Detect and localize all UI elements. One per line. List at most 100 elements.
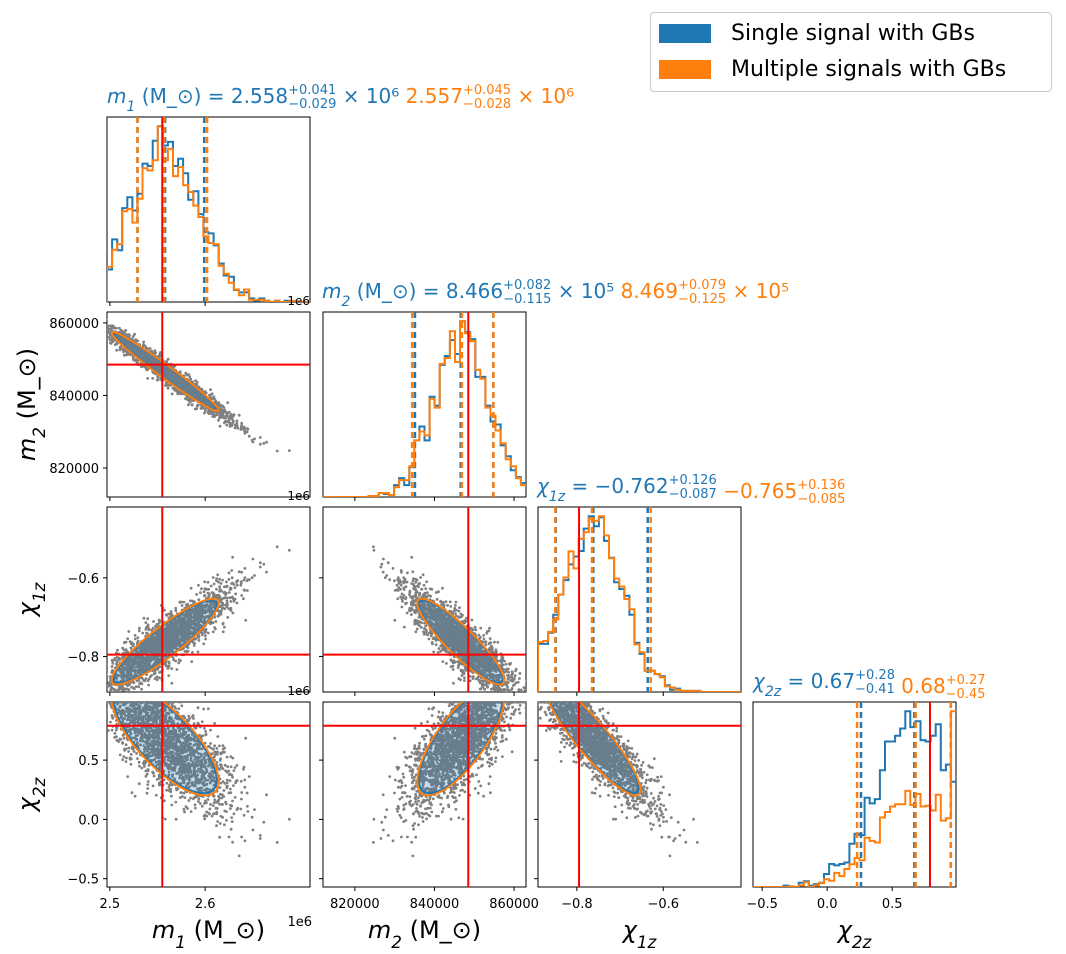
sample-point xyxy=(253,574,256,577)
sample-point xyxy=(242,578,246,582)
sample-point xyxy=(152,620,155,623)
sample-point xyxy=(104,689,107,692)
sample-point xyxy=(171,656,175,660)
sample-point xyxy=(115,326,118,330)
sample-point xyxy=(193,407,197,411)
sample-point xyxy=(518,677,521,680)
sample-point xyxy=(275,545,279,549)
sample-point xyxy=(101,332,104,335)
sample-point xyxy=(111,662,115,665)
sample-point xyxy=(95,708,98,711)
sample-point xyxy=(203,594,207,597)
sample-point xyxy=(93,689,96,692)
sample-point xyxy=(126,637,130,641)
sample-point xyxy=(206,631,210,635)
sample-point xyxy=(153,671,157,675)
sample-point xyxy=(246,427,250,431)
sample-point xyxy=(194,383,198,386)
sample-point xyxy=(148,347,152,350)
sample-point xyxy=(183,382,187,385)
sample-point xyxy=(110,670,114,674)
sample-point xyxy=(107,330,110,333)
sample-point xyxy=(141,631,145,635)
sample-point xyxy=(184,649,188,653)
sample-point xyxy=(73,305,76,308)
sample-point xyxy=(81,309,84,312)
sample-point xyxy=(163,371,166,375)
sample-point xyxy=(137,629,141,633)
sample-point xyxy=(103,698,106,701)
sample-point xyxy=(73,303,76,306)
sample-point xyxy=(123,698,126,701)
sample-point xyxy=(157,676,161,680)
sample-point xyxy=(79,706,82,709)
sample-point xyxy=(102,332,105,335)
sample-point xyxy=(101,317,104,320)
sample-point xyxy=(227,416,231,419)
sample-point xyxy=(107,327,110,331)
sample-point xyxy=(210,392,214,396)
sample-point xyxy=(107,673,108,676)
sample-point xyxy=(89,688,92,691)
sample-point xyxy=(174,609,178,613)
sample-point xyxy=(208,404,212,407)
sample-point xyxy=(171,378,175,381)
sample-point xyxy=(210,397,214,401)
sample-point xyxy=(103,335,106,338)
sample-point xyxy=(78,307,81,310)
sample-point xyxy=(137,348,141,352)
sample-point xyxy=(197,639,201,642)
sample-point xyxy=(258,436,262,439)
sample-point xyxy=(132,643,136,646)
sample-point xyxy=(223,625,226,629)
sample-point xyxy=(230,576,234,580)
sample-point xyxy=(136,636,140,639)
sample-point xyxy=(240,594,244,597)
sample-point xyxy=(107,682,110,686)
panel-frame-0-0 xyxy=(106,116,311,303)
sample-point xyxy=(100,325,103,328)
sample-point xyxy=(262,442,266,445)
sample-point xyxy=(79,310,82,313)
sample-point xyxy=(136,669,140,672)
sample-point xyxy=(134,349,138,352)
sample-point xyxy=(103,328,106,331)
sample-point xyxy=(174,606,178,610)
sample-point xyxy=(108,338,112,342)
sample-point xyxy=(99,696,102,699)
sample-point xyxy=(102,329,105,332)
sample-point xyxy=(495,698,498,701)
sample-point xyxy=(219,582,223,585)
sample-point xyxy=(77,686,80,689)
sample-point xyxy=(123,353,126,357)
sample-point xyxy=(100,690,103,693)
sample-point xyxy=(85,307,88,310)
sample-point xyxy=(72,304,75,307)
sample-point xyxy=(166,665,170,669)
sample-point xyxy=(223,596,227,599)
sample-point xyxy=(207,587,211,591)
sample-point xyxy=(94,311,97,314)
sample-point xyxy=(188,375,192,379)
sample-point xyxy=(204,630,208,633)
sample-point xyxy=(521,696,524,699)
sample-point xyxy=(146,617,150,621)
sample-point xyxy=(155,678,159,682)
sample-point xyxy=(166,372,169,375)
sample-point xyxy=(92,706,95,709)
sample-point xyxy=(126,684,130,688)
sample-point xyxy=(84,700,87,703)
sample-point xyxy=(103,328,106,331)
sample-point xyxy=(163,369,167,372)
panel-frame-2-2 xyxy=(537,506,742,693)
sample-point xyxy=(138,682,141,685)
sample-point xyxy=(208,394,212,398)
sample-point xyxy=(233,597,237,601)
sample-point xyxy=(92,668,95,671)
sample-point xyxy=(194,628,198,632)
sample-point xyxy=(144,355,148,359)
sample-point xyxy=(107,323,108,327)
sample-point xyxy=(503,659,506,663)
sample-point xyxy=(511,696,514,699)
sample-point xyxy=(101,328,104,331)
